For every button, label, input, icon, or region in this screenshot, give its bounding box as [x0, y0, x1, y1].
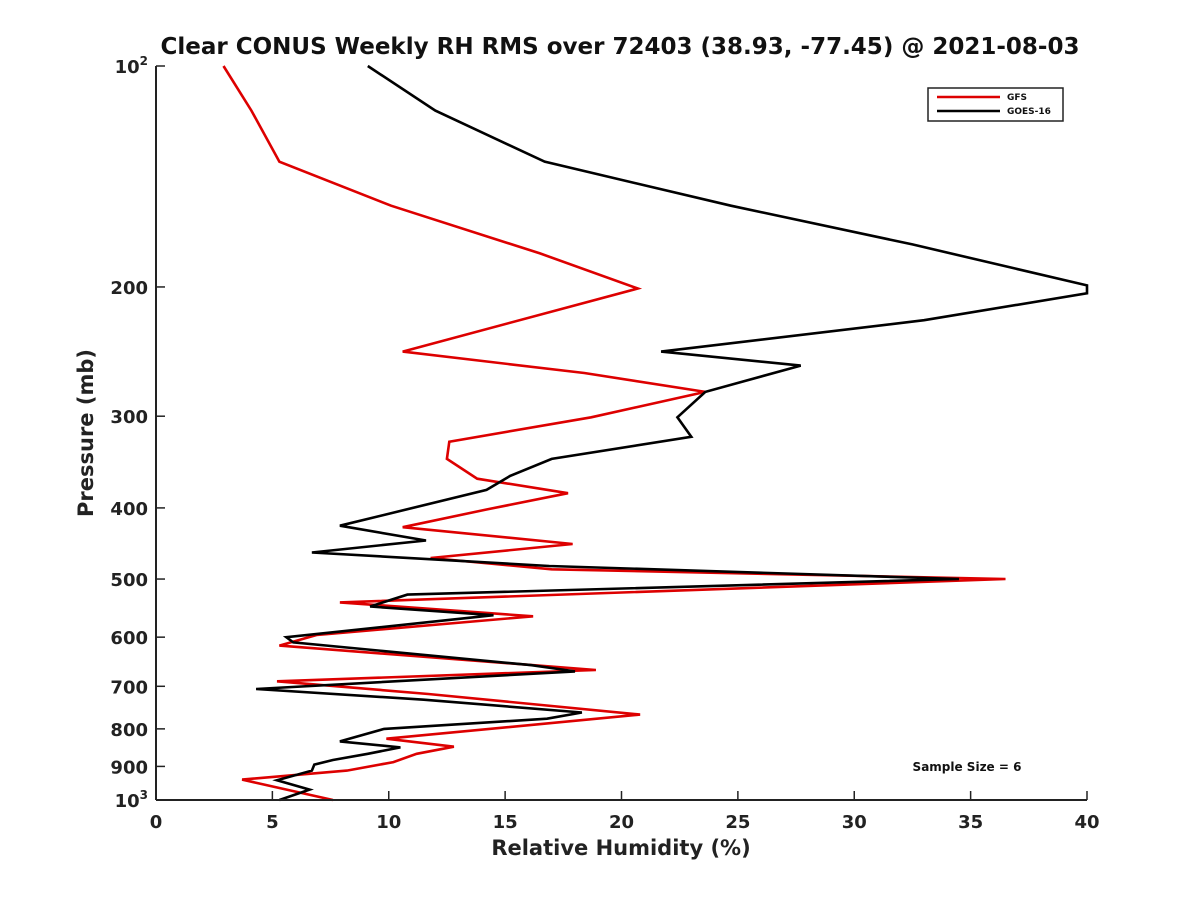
x-tick-label: 5	[266, 812, 279, 833]
y-tick-label: 400	[110, 499, 148, 520]
legend-label-gfs: GFS	[1007, 93, 1027, 103]
x-tick-label: 40	[1074, 812, 1099, 833]
x-tick-label: 35	[958, 812, 983, 833]
x-tick-label: 30	[842, 812, 867, 833]
y-tick-label: 700	[110, 677, 148, 698]
x-ticks: 0 5 10 15 20 25 30 35 40	[150, 791, 1100, 833]
x-tick-label: 20	[609, 812, 634, 833]
y-tick-label: 102	[115, 54, 148, 78]
y-tick-label: 103	[115, 788, 148, 812]
legend: GFS GOES-16	[927, 87, 1064, 122]
series-line-gfs	[222, 65, 1006, 802]
x-tick-label: 10	[376, 812, 401, 833]
x-tick-label: 0	[150, 812, 163, 833]
series-line-goes16	[256, 64, 1089, 802]
legend-box	[927, 87, 1064, 122]
y-ticks: 102 200 300 400 500 600 700 800 900 103	[110, 54, 165, 812]
legend-label-goes16: GOES-16	[1007, 107, 1051, 117]
y-tick-label: 300	[110, 407, 148, 428]
chart-title: Clear CONUS Weekly RH RMS over 72403 (38…	[161, 34, 1080, 60]
y-tick-label: 600	[110, 628, 148, 649]
y-tick-label: 200	[110, 278, 148, 299]
x-tick-label: 15	[493, 812, 518, 833]
y-axis-label: Pressure (mb)	[74, 349, 98, 517]
x-axis-label: Relative Humidity (%)	[491, 836, 750, 860]
sample-size-annotation: Sample Size = 6	[913, 760, 1022, 774]
y-tick-label: 900	[110, 757, 148, 778]
series-layer	[222, 64, 1089, 802]
x-tick-label: 25	[725, 812, 750, 833]
y-tick-label: 800	[110, 720, 148, 741]
y-tick-label: 500	[110, 570, 148, 591]
